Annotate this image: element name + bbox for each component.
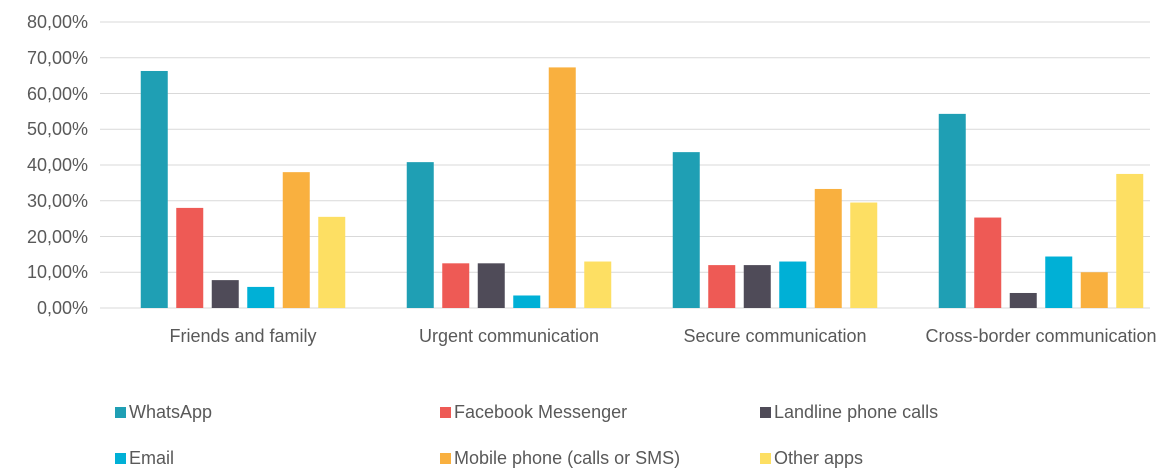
legend-label: Email (129, 448, 175, 468)
y-tick-label: 70,00% (26, 47, 88, 68)
bar (282, 172, 310, 308)
bar (1080, 272, 1108, 308)
x-tick-label: Friends and family (169, 326, 317, 346)
legend-swatch (440, 453, 451, 464)
bar (477, 263, 505, 308)
bar (779, 261, 807, 308)
bar (211, 280, 239, 308)
bar (743, 265, 771, 308)
legend-label: Facebook Messenger (454, 402, 628, 422)
bar (176, 207, 204, 308)
bar (1116, 173, 1144, 308)
y-tick-label: 30,00% (26, 190, 88, 211)
x-tick-label: Urgent communication (418, 326, 600, 346)
y-tick-label: 20,00% (26, 226, 88, 247)
legend-swatch (115, 407, 126, 418)
bar (708, 265, 736, 308)
legend-swatch (760, 407, 771, 418)
bar (1045, 256, 1073, 308)
bar (1009, 292, 1037, 308)
y-tick-label: 40,00% (26, 155, 88, 175)
legend-label: Mobile phone (calls or SMS) (454, 448, 681, 468)
bar (318, 216, 346, 308)
legend-swatch (760, 453, 771, 464)
legend-label: Other apps (774, 448, 864, 468)
bar (247, 286, 275, 308)
bar (850, 202, 878, 308)
x-tick-label: Secure communication (683, 326, 867, 346)
bar (140, 70, 168, 308)
bar (938, 113, 966, 308)
y-tick-label: 80,00% (26, 12, 88, 32)
bar (548, 67, 576, 308)
y-tick-label: 0,00% (36, 298, 88, 318)
bar (406, 162, 434, 308)
bar (584, 261, 612, 308)
legend-swatch (440, 407, 451, 418)
y-tick-label: 50,00% (26, 119, 88, 140)
y-tick-label: 60,00% (26, 83, 88, 104)
y-tick-label: 10,00% (26, 262, 88, 283)
legend-label: WhatsApp (129, 402, 213, 422)
bar (814, 188, 842, 308)
legend-swatch (115, 453, 126, 464)
bar (672, 152, 700, 308)
x-tick-label: Cross-border communication (925, 326, 1157, 346)
legend-label: Landline phone calls (774, 402, 939, 422)
bar (974, 217, 1002, 308)
bar (513, 295, 541, 308)
bar (442, 263, 470, 308)
